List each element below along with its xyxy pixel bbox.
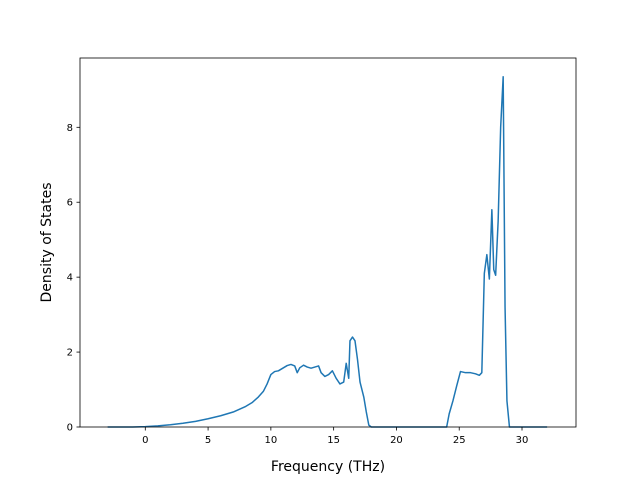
x-tick-label: 0 (142, 435, 148, 446)
x-ticks: 0 5 10 15 20 25 30 (142, 427, 528, 446)
y-tick-label: 6 (67, 198, 73, 209)
x-tick-label: 10 (264, 435, 277, 446)
y-axis-label: Density of States (39, 183, 55, 303)
y-tick-label: 4 (67, 273, 73, 284)
dos-series-line-1 (107, 75, 548, 428)
x-tick-label: 20 (390, 435, 403, 446)
y-tick-label: 2 (67, 348, 73, 359)
x-axis-label: Frequency (THz) (271, 459, 385, 475)
y-ticks: 0 2 4 6 8 (67, 123, 80, 434)
x-tick-label: 25 (453, 435, 466, 446)
series-layer (107, 75, 548, 428)
x-tick-label: 30 (516, 435, 529, 446)
plot-area: 0 5 10 15 20 25 30 0 2 4 6 8 (67, 57, 577, 446)
y-tick-label: 0 (67, 423, 73, 434)
x-tick-label: 5 (205, 435, 211, 446)
axes-frame (79, 57, 577, 428)
y-tick-label: 8 (67, 123, 73, 134)
x-tick-label: 15 (327, 435, 340, 446)
